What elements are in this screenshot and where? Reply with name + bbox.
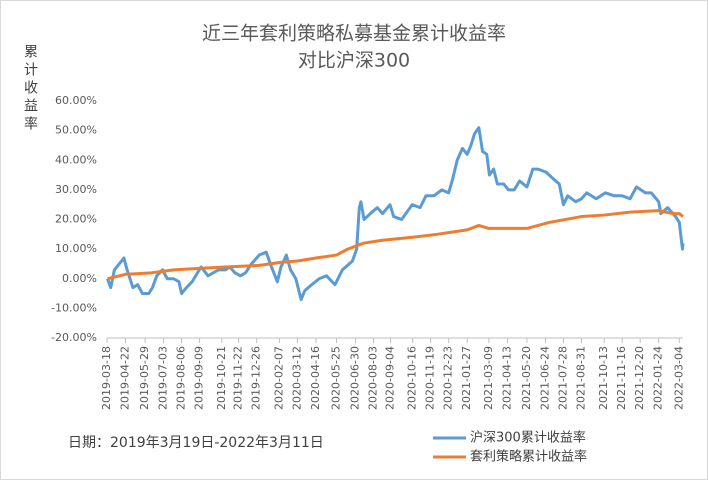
y-tick-label: 20.00% xyxy=(55,213,97,226)
y-tick-label: -20.00% xyxy=(51,331,97,344)
chart-subtitle: 对比沪深300 xyxy=(298,50,410,72)
series-line xyxy=(107,209,684,281)
x-tick-label: 2021-03-09 xyxy=(482,346,495,410)
x-tick-label: 2021-07-28 xyxy=(556,346,569,410)
x-tick-label: 2021-12-20 xyxy=(633,346,646,410)
x-tick-label: 2022-01-24 xyxy=(652,346,665,410)
x-tick-label: 2022-03-04 xyxy=(672,346,685,410)
legend-label: 套利策略累计收益率 xyxy=(470,449,587,465)
x-tick-label: 2020-12-23 xyxy=(442,346,455,410)
y-tick-label: 10.00% xyxy=(55,242,97,255)
x-tick-label: 2021-06-24 xyxy=(538,346,551,410)
x-tick-label: 2020-11-19 xyxy=(424,346,437,410)
y-tick-label: 0.00% xyxy=(62,272,97,285)
x-tick-label: 2021-05-20 xyxy=(520,346,533,410)
y-tick-label: 60.00% xyxy=(55,94,97,107)
x-tick-label: 2019-05-29 xyxy=(138,346,151,410)
chart-title: 近三年套利策略私募基金累计收益率 xyxy=(202,23,506,45)
x-tick-label: 2019-09-09 xyxy=(193,346,206,410)
x-tick-label: 2021-01-27 xyxy=(460,346,473,410)
y-tick-label: 40.00% xyxy=(55,153,97,166)
x-tick-label: 2019-12-26 xyxy=(250,346,263,410)
x-tick-label: 2020-08-03 xyxy=(367,346,380,410)
x-tick-label: 2021-04-13 xyxy=(500,346,513,410)
x-tick-label: 2020-10-16 xyxy=(406,346,419,410)
x-tick-label: 2019-08-06 xyxy=(175,346,188,410)
x-tick-label: 2021-11-16 xyxy=(615,346,628,410)
x-tick-label: 2020-02-07 xyxy=(272,346,285,410)
x-tick-label: 2020-09-04 xyxy=(384,346,397,410)
legend-label: 沪深300累计收益率 xyxy=(470,430,586,446)
x-tick-label: 2019-03-18 xyxy=(100,346,113,410)
x-tick-label: 2020-05-25 xyxy=(330,346,343,410)
x-tick-label: 2020-03-12 xyxy=(290,346,303,410)
x-tick-label: 2019-04-22 xyxy=(119,346,132,410)
x-tick-label: 2019-10-21 xyxy=(215,346,228,410)
x-tick-label: 2020-06-30 xyxy=(349,346,362,410)
x-tick-label: 2021-08-31 xyxy=(574,346,587,410)
x-tick-label: 2019-11-22 xyxy=(232,346,245,410)
annotation: 日期：2019年3月19日-2022年3月11日 xyxy=(68,435,324,451)
x-tick-label: 2019-07-03 xyxy=(157,346,170,410)
x-tick-label: 2021-10-13 xyxy=(597,346,610,410)
y-tick-label: 30.00% xyxy=(55,183,97,196)
y-tick-label: -10.00% xyxy=(51,301,97,314)
y-axis-label: 累计收益率 xyxy=(22,44,38,134)
series-line xyxy=(106,126,685,301)
x-tick-label: 2020-04-16 xyxy=(309,346,322,410)
y-tick-label: 50.00% xyxy=(55,124,97,137)
